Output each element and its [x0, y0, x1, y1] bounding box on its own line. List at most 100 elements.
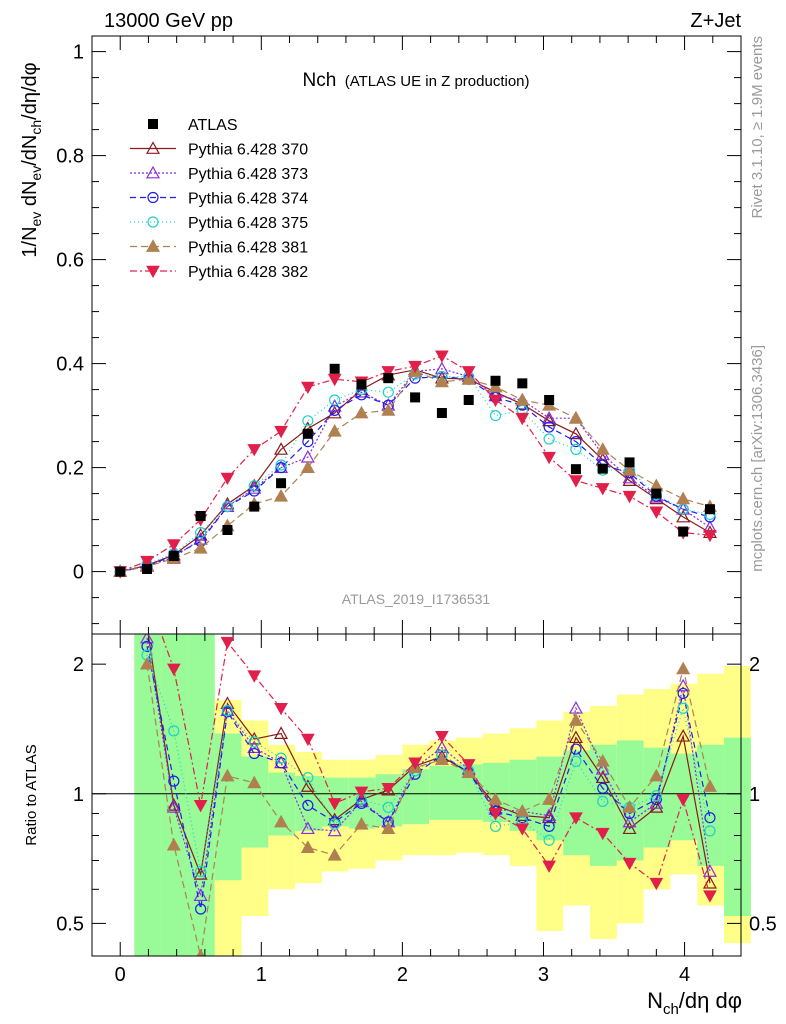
- ratio-plot-frame: [91, 633, 742, 957]
- ratio-point-s374: [570, 743, 582, 755]
- legend-marker-s373: [145, 165, 161, 179]
- ratio-band-green: [509, 759, 537, 831]
- ratio-point-s373: [354, 794, 369, 807]
- ratio-point-s373: [140, 634, 155, 644]
- ratio-band-green: [563, 750, 591, 856]
- ratio-point-s373: [434, 740, 449, 754]
- series-point-s381: [434, 374, 449, 388]
- ratio-point-s375: [677, 702, 689, 714]
- mcplots-label: mcplots.cern.ch [arXiv:1306.3436]: [749, 345, 766, 572]
- series-point-s382: [488, 394, 503, 408]
- ratio-line-s373: [146, 637, 711, 896]
- data-point-atlas: [544, 395, 555, 405]
- x-tick-label: 2: [397, 964, 408, 986]
- data-point-atlas: [249, 501, 260, 512]
- ratio-line-s374: [146, 646, 711, 910]
- ratio-point-s381: [515, 804, 530, 817]
- ratio-point-s382: [327, 798, 342, 811]
- data-point-atlas: [490, 375, 501, 386]
- ratio-band-green: [187, 634, 215, 956]
- series-point-s381: [488, 379, 503, 393]
- ratio-point-s375: [329, 818, 341, 830]
- legend-marker-s374: [147, 191, 159, 204]
- ratio-point-s382: [381, 782, 396, 796]
- ratio-point-s382: [274, 702, 288, 716]
- series-point-s382: [595, 483, 610, 496]
- ratio-band-green: [161, 634, 188, 956]
- ratio-point-s375: [168, 725, 180, 737]
- series-point-s370: [193, 527, 208, 541]
- ratio-band-green: [697, 744, 725, 866]
- main-y-tick-label: 0.4: [56, 354, 84, 376]
- ratio-band-green: [241, 756, 269, 848]
- x-tick-label: 4: [679, 964, 690, 986]
- main-y-tick-label: 1: [73, 42, 84, 64]
- ratio-point-s381: [568, 713, 583, 726]
- ratio-point-s382: [676, 794, 691, 807]
- data-point-atlas: [168, 551, 179, 561]
- ratio-point-s382: [569, 812, 583, 825]
- data-point-atlas: [115, 566, 126, 577]
- data-point-atlas: [436, 408, 447, 418]
- series-line-s381: [120, 370, 711, 573]
- ratio-point-s382: [247, 670, 262, 683]
- ratio-point-s374: [168, 775, 180, 787]
- main-y-tick-label: 0.8: [56, 146, 84, 168]
- series-point-s375: [382, 386, 394, 398]
- data-point-atlas: [678, 526, 689, 537]
- data-point-atlas: [383, 373, 394, 384]
- ratio-y-tick-label: 2: [73, 654, 84, 676]
- ratio-band-green: [134, 634, 162, 956]
- data-point-atlas: [356, 379, 367, 390]
- ratio-point-s374: [597, 782, 609, 794]
- series-point-s370: [327, 405, 342, 419]
- ratio-point-s381: [354, 816, 369, 830]
- ratio-point-s381: [595, 754, 610, 767]
- legend-label-data: ATLAS: [188, 117, 238, 134]
- ratio-point-s381: [300, 840, 315, 853]
- series-point-s382: [515, 412, 530, 426]
- x-tick-label: 1: [256, 964, 267, 986]
- series-point-s374: [248, 485, 260, 497]
- ratio-point-s382: [166, 663, 181, 676]
- ratio-point-s373: [327, 823, 342, 837]
- ratio-point-s382: [515, 823, 530, 836]
- ratio-point-s375: [489, 820, 502, 832]
- ratio-point-s381: [196, 948, 205, 956]
- ratio-bands: [134, 634, 751, 956]
- series-point-s375: [543, 433, 555, 445]
- x-axis-label: Nch/dη dφ: [647, 988, 742, 1018]
- ratio-point-s381: [702, 779, 717, 792]
- plot-title-sub: (ATLAS UE in Z production): [345, 73, 530, 90]
- legend-marker-s375: [147, 216, 159, 228]
- series-point-s370: [568, 426, 583, 440]
- series-point-s373: [354, 384, 369, 398]
- analysis-id-label: ATLAS_2019_I1736531: [342, 591, 491, 607]
- series-point-s375: [570, 443, 582, 455]
- legend-entry: Pythia 6.428 382: [130, 264, 308, 281]
- series-point-s381: [622, 462, 637, 476]
- ratio-point-s373: [568, 701, 583, 714]
- ratio-y-tick-label-right: 0.5: [749, 913, 777, 935]
- legend-label-s374: Pythia 6.428 374: [188, 191, 308, 208]
- data-point-atlas: [624, 457, 635, 468]
- series-point-s382: [166, 539, 181, 552]
- ratio-y-tick-label: 0.5: [56, 913, 84, 935]
- series-point-s382: [140, 555, 154, 569]
- legend-entry: ATLAS: [148, 117, 238, 134]
- series-point-s382: [435, 350, 449, 363]
- ratio-point-s382: [408, 757, 422, 770]
- series-point-s382: [622, 490, 637, 504]
- ratio-point-s382: [354, 786, 369, 799]
- series-point-s382: [569, 475, 583, 488]
- ratio-y-axis-label: Ratio to ATLAS: [23, 744, 40, 845]
- ratio-point-s381: [461, 765, 476, 778]
- legend-marker-s382: [146, 265, 160, 279]
- legend-marker-s381: [145, 239, 161, 252]
- series-point-s370: [274, 442, 289, 455]
- ratio-band-green: [295, 775, 322, 831]
- ratio-point-s375: [704, 825, 716, 837]
- legend-label-s373: Pythia 6.428 373: [188, 166, 308, 183]
- x-tick-label: 0: [115, 964, 126, 986]
